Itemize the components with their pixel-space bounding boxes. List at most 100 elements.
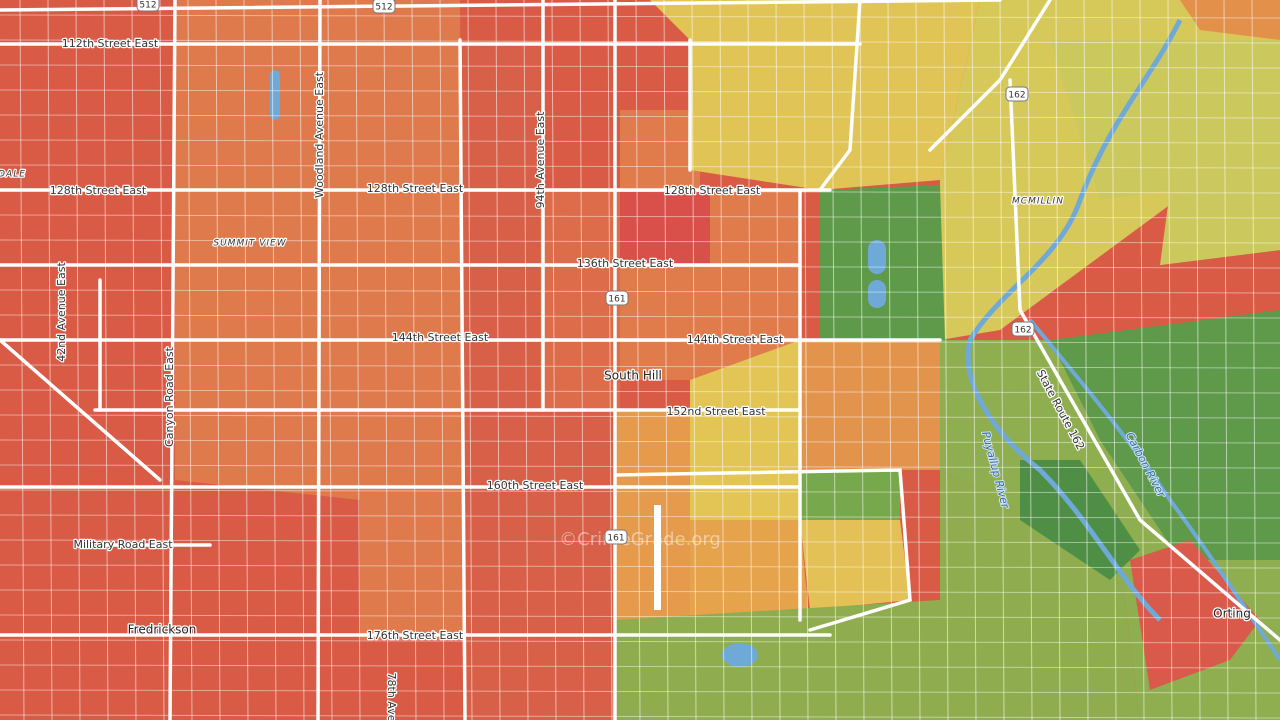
- lake: [868, 240, 886, 274]
- minor-road: [439, 0, 445, 720]
- airstrip: [654, 505, 661, 610]
- minor-road: [943, 0, 949, 720]
- route-shield: 161: [608, 295, 625, 305]
- minor-road: [1223, 0, 1229, 720]
- street-label: 94th Avenue East: [534, 111, 547, 209]
- minor-road: [971, 0, 977, 720]
- area-label: SUMMIT VIEW: [213, 239, 286, 249]
- minor-road: [187, 0, 193, 720]
- street-label: 136th Street East: [577, 257, 674, 270]
- minor-road: [0, 14, 1280, 19]
- street-label: 128th Street East: [664, 184, 761, 197]
- region: [690, 520, 810, 630]
- shield-badge: [605, 290, 629, 306]
- minor-road: [1139, 0, 1145, 720]
- route-shield: 162: [1014, 326, 1031, 336]
- minor-road: [103, 0, 109, 720]
- street-label: Canyon Road East: [163, 346, 176, 447]
- minor-road: [0, 439, 1280, 444]
- lake: [868, 280, 886, 308]
- street-label: 78th Ave: [385, 673, 398, 720]
- major-road: [458, 38, 467, 720]
- minor-road: [131, 0, 137, 720]
- minor-road: [1251, 0, 1257, 720]
- minor-road: [1083, 0, 1089, 720]
- place-label: South Hill: [604, 369, 662, 383]
- major-road: [613, 468, 912, 632]
- major-road: [316, 0, 322, 720]
- minor-road: [159, 0, 165, 720]
- minor-road: [0, 114, 1280, 119]
- minor-road: [0, 289, 1280, 294]
- minor-road: [1167, 0, 1173, 720]
- minor-road: [327, 0, 333, 720]
- street-label: 176th Street East: [367, 629, 464, 642]
- minor-road: [691, 0, 697, 720]
- region: [540, 190, 620, 410]
- major-road: [1008, 78, 1280, 642]
- minor-road: [383, 0, 389, 720]
- route-shield: 512: [375, 3, 392, 13]
- minor-road: [411, 0, 417, 720]
- minor-road: [635, 0, 641, 720]
- street-label: 144th Street East: [392, 331, 489, 344]
- route-shield: 161: [607, 534, 624, 544]
- minor-road: [355, 0, 361, 720]
- major-road: [168, 0, 177, 720]
- minor-road: [663, 0, 669, 720]
- area-label: DALE: [0, 170, 26, 180]
- street-label: 160th Street East: [487, 479, 584, 492]
- minor-road: [0, 714, 1280, 719]
- minor-road: [0, 614, 1280, 619]
- region: [690, 340, 800, 520]
- shield-badge: [1005, 86, 1029, 102]
- region: [650, 0, 980, 190]
- minor-road: [1195, 0, 1201, 720]
- watermark: ©CrimeGrade.org: [559, 529, 721, 550]
- street-label: 144th Street East: [687, 333, 784, 346]
- minor-road: [0, 214, 1280, 219]
- minor-road: [0, 539, 1280, 544]
- minor-road: [551, 0, 557, 720]
- minor-road: [607, 0, 613, 720]
- minor-road: [0, 89, 1280, 94]
- region: [1050, 310, 1280, 560]
- minor-road: [719, 0, 725, 720]
- minor-road: [0, 464, 1280, 469]
- minor-road: [271, 0, 277, 720]
- minor-road: [0, 639, 1280, 644]
- street-label: Military Road East: [73, 538, 173, 551]
- minor-road: [215, 0, 221, 720]
- minor-road: [831, 0, 837, 720]
- lake: [270, 70, 280, 120]
- lake: [722, 643, 758, 667]
- minor-road: [859, 0, 865, 720]
- route-shield: 512: [139, 1, 156, 11]
- minor-road: [0, 489, 1280, 494]
- minor-road: [467, 0, 473, 720]
- major-road: [928, 0, 1052, 152]
- major-road: [818, 0, 862, 192]
- minor-road: [0, 414, 1280, 419]
- minor-road: [0, 239, 1280, 244]
- minor-road: [0, 139, 1280, 144]
- route-shields: 512 512 161 161 162 162: [136, 0, 1035, 545]
- major-road: [0, 0, 1002, 12]
- minor-road: [1027, 0, 1033, 720]
- street-label: 128th Street East: [367, 182, 464, 195]
- minor-road: [523, 0, 529, 720]
- street-label: Woodland Avenue East: [313, 71, 326, 198]
- river-path: [965, 18, 1183, 622]
- river-path: [1028, 318, 1280, 662]
- minor-road: [1055, 0, 1061, 720]
- minor-road: [0, 664, 1280, 669]
- minor-road: [887, 0, 893, 720]
- street-label: 42nd Avenue East: [55, 262, 68, 362]
- minor-road: [803, 0, 809, 720]
- region: [800, 340, 940, 470]
- minor-road: [915, 0, 921, 720]
